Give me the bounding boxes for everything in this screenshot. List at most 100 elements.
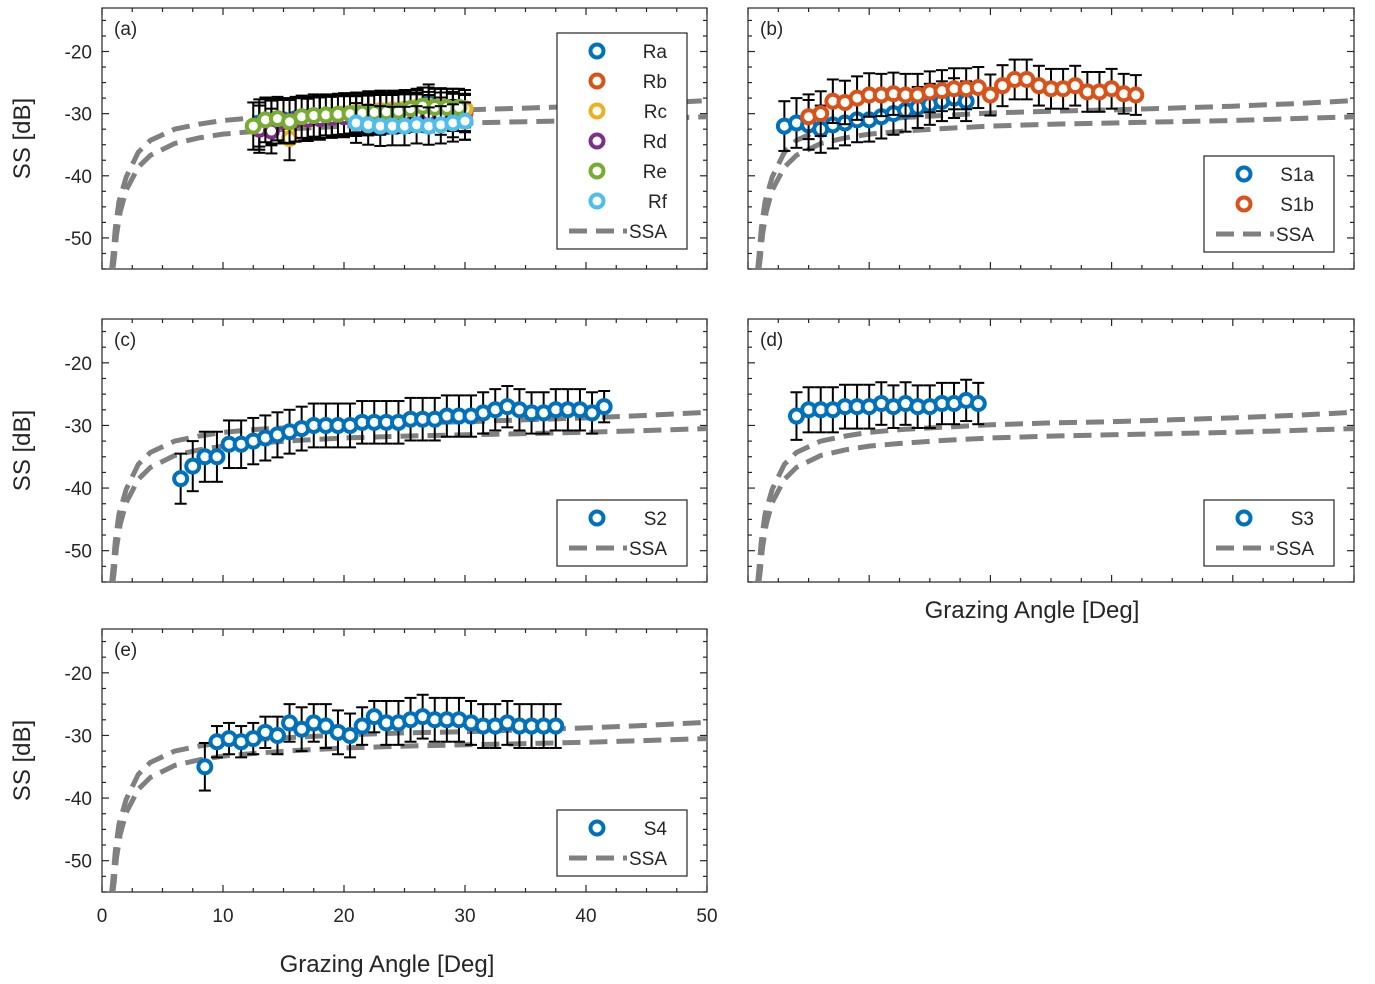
y-tick-label: -50 bbox=[65, 852, 92, 873]
legend-box bbox=[556, 809, 688, 877]
plot-area bbox=[109, 385, 707, 582]
legend-marker bbox=[588, 509, 606, 527]
legend-label: S1b bbox=[1280, 195, 1314, 216]
data-point bbox=[595, 398, 613, 416]
y-tick-label: -30 bbox=[65, 416, 92, 437]
legend-label: SSA bbox=[629, 849, 667, 870]
legend-marker bbox=[588, 72, 606, 90]
y-tick-label: -40 bbox=[65, 789, 92, 810]
x-tick-label: 20 bbox=[333, 906, 354, 927]
series-S3 bbox=[787, 378, 987, 441]
data-point bbox=[353, 717, 371, 735]
ssa-curve bbox=[755, 409, 1354, 582]
legend-label: Rf bbox=[648, 192, 668, 213]
legend-marker bbox=[588, 102, 606, 120]
y-tick-label: -50 bbox=[65, 542, 92, 563]
ssa-curve bbox=[110, 114, 707, 269]
y-tick-label: -50 bbox=[65, 229, 92, 250]
ssa-curve bbox=[110, 736, 707, 892]
panel-d: Grazing Angle [Deg] (d) S3 SSA bbox=[747, 318, 1355, 624]
legend-box bbox=[556, 499, 688, 567]
x-tick-label: 10 bbox=[212, 906, 233, 927]
data-point bbox=[184, 457, 202, 475]
legend-label: SSA bbox=[629, 539, 667, 560]
x-tick-label: 30 bbox=[454, 906, 475, 927]
legend-marker bbox=[588, 132, 606, 150]
data-point bbox=[456, 112, 474, 130]
panel-a: -20 -30 -40 -50 SS [dB] (a) Ra Rb Rc Rd Re Rf SSA bbox=[9, 7, 708, 270]
y-tick-label: -30 bbox=[65, 105, 92, 126]
legend-marker bbox=[588, 819, 606, 837]
ssa-curve bbox=[109, 409, 707, 582]
plot-area bbox=[109, 83, 707, 269]
legend-label: SSA bbox=[1276, 225, 1314, 246]
series-S2 bbox=[172, 385, 613, 505]
plot-area bbox=[109, 693, 707, 892]
data-point bbox=[341, 726, 359, 744]
data-point bbox=[812, 105, 830, 123]
legend-label: Rb bbox=[643, 72, 667, 93]
legend-marker bbox=[1235, 165, 1253, 183]
y-tick-label: -20 bbox=[65, 354, 92, 375]
legend-box bbox=[1203, 155, 1335, 253]
panel-c: -20 -30 -40 -50 SS [dB] (c) S2 SSA bbox=[9, 318, 708, 583]
legend-label: SSA bbox=[629, 222, 667, 243]
data-point bbox=[208, 448, 226, 466]
y-tick-label: -40 bbox=[65, 167, 92, 188]
legend-marker bbox=[1235, 509, 1253, 527]
data-point bbox=[981, 86, 999, 104]
ticks bbox=[101, 629, 708, 893]
legend: S1a S1b SSA bbox=[1203, 155, 1335, 253]
legend: Ra Rb Rc Rd Re Rf SSA bbox=[556, 32, 688, 250]
legend-marker bbox=[588, 42, 606, 60]
panel-label: (b) bbox=[760, 19, 783, 40]
legend-label: Ra bbox=[643, 42, 668, 63]
data-point bbox=[969, 395, 987, 413]
plot-area bbox=[755, 378, 1354, 582]
x-tick-label: 0 bbox=[97, 906, 108, 927]
y-tick-label: -40 bbox=[65, 479, 92, 500]
data-point bbox=[196, 758, 214, 776]
ticks bbox=[747, 319, 1355, 583]
x-tick-label: 50 bbox=[696, 906, 717, 927]
ssa-curve bbox=[109, 98, 707, 269]
legend: S4 SSA bbox=[556, 809, 688, 877]
series-Rf bbox=[347, 101, 474, 147]
legend-label: SSA bbox=[1276, 539, 1314, 560]
ticks bbox=[747, 8, 1355, 270]
x-axis-label: Grazing Angle [Deg] bbox=[925, 597, 1140, 624]
legend-box bbox=[556, 32, 688, 250]
legend-label: S2 bbox=[644, 509, 667, 530]
data-point bbox=[1127, 86, 1145, 104]
ssa-curve bbox=[755, 98, 1354, 269]
legend: S2 SSA bbox=[556, 499, 688, 567]
series-S1b bbox=[800, 58, 1145, 141]
legend-label: S4 bbox=[644, 819, 668, 840]
y-tick-label: -30 bbox=[65, 726, 92, 747]
legend-marker bbox=[1235, 195, 1253, 213]
legend-marker bbox=[588, 162, 606, 180]
plot-area bbox=[755, 58, 1354, 269]
panel-label: (a) bbox=[114, 19, 137, 40]
legend-marker bbox=[588, 192, 606, 210]
legend-label: S3 bbox=[1291, 509, 1314, 530]
y-axis-label: SS [dB] bbox=[9, 720, 36, 801]
data-point bbox=[172, 470, 190, 488]
y-tick-label: -20 bbox=[65, 43, 92, 64]
panel-label: (e) bbox=[114, 640, 137, 661]
legend-label: S1a bbox=[1280, 165, 1314, 186]
ticks bbox=[101, 319, 708, 583]
panel-label: (d) bbox=[760, 330, 783, 351]
panel-e: -20 -30 -40 -50 0 10 20 30 40 50 SS [dB] Grazing An… bbox=[9, 628, 718, 978]
y-tick-label: -20 bbox=[65, 664, 92, 685]
legend-box bbox=[1203, 499, 1335, 567]
data-point bbox=[547, 717, 565, 735]
x-axis-label: Grazing Angle [Deg] bbox=[280, 951, 495, 978]
ticks bbox=[101, 8, 708, 270]
data-point bbox=[268, 726, 286, 744]
y-axis-label: SS [dB] bbox=[9, 98, 36, 179]
panel-label: (c) bbox=[114, 330, 136, 351]
x-tick-label: 40 bbox=[575, 906, 596, 927]
legend-label: Rc bbox=[644, 102, 667, 123]
